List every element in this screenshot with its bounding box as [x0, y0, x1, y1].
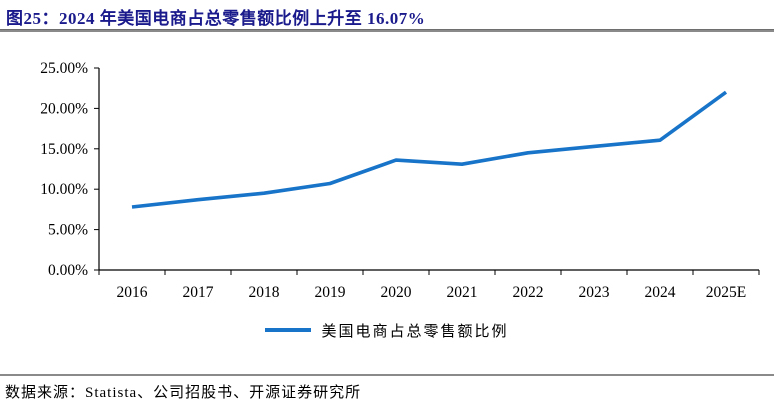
y-axis-tick-label: 5.00% [48, 222, 88, 239]
y-axis-tick-label: 25.00% [40, 60, 88, 77]
x-axis-tick-label: 2018 [249, 284, 280, 301]
series-line-美国电商占总零售额比例 [131, 90, 728, 209]
legend-line-swatch [265, 328, 312, 332]
y-axis-tick-label: 20.00% [40, 100, 88, 117]
y-axis-tick-label: 10.00% [40, 181, 88, 198]
line-chart-canvas: 0.00% 5.00% 10.00% 15.00% 20.00% 25.00% 2016 20… [40, 60, 760, 301]
y-axis-tick-label: 15.00% [40, 141, 88, 158]
figure-title: 图25：2024 年美国电商占总零售额比例上升至 16.07% [6, 9, 426, 28]
x-axis-tick-label: 2024 [645, 284, 676, 301]
x-axis-tick-label: 2021 [447, 284, 478, 301]
x-axis-tick-label: 2023 [579, 284, 610, 301]
x-axis-tick-label: 2019 [315, 284, 346, 301]
legend-series-label: 美国电商占总零售额比例 [321, 323, 509, 340]
chart-legend: 美国电商占总零售额比例 [0, 319, 774, 341]
source-divider [0, 374, 774, 376]
x-axis-tick-label: 2025E [706, 284, 746, 301]
y-axis-tick-label: 0.00% [48, 262, 88, 279]
x-axis-tick-label: 2022 [513, 284, 544, 301]
x-axis-tick-label: 2020 [381, 284, 412, 301]
title-divider [0, 29, 774, 32]
x-axis-tick-label: 2017 [183, 284, 214, 301]
x-axis-tick-label: 2016 [117, 284, 148, 301]
data-source-note: 数据来源：Statista、公司招股书、开源证券研究所 [5, 385, 362, 401]
